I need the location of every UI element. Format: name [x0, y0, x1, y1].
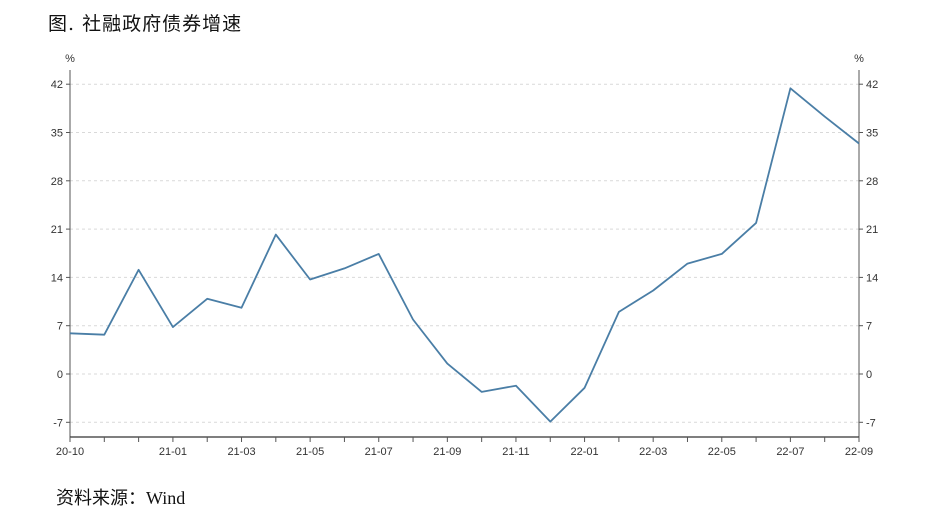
x-tick-label: 22-01	[570, 446, 598, 458]
series-group	[69, 87, 860, 423]
source-note: 资料来源：Wind	[56, 484, 185, 510]
y-tick-label-right: 35	[866, 128, 878, 140]
y-tick-label-right: -7	[866, 417, 876, 429]
x-axis-ticks: 20-10 21-01 21-03 21-05 21-07 21-09 21-11 22-01…	[56, 437, 873, 458]
axes	[69, 70, 860, 438]
y-tick-label-right: 28	[866, 176, 878, 188]
y-tick-label-right: 0	[866, 369, 872, 381]
x-tick-label: 22-05	[708, 446, 736, 458]
x-tick-label: 21-11	[502, 446, 529, 458]
y-tick-label-left: 7	[57, 321, 63, 333]
y-tick-label-right: 42	[866, 79, 878, 91]
x-tick-label: 21-05	[296, 446, 324, 458]
y-axis-right-ticks: -7 0 7 14 21 28 35 42	[859, 79, 878, 429]
source-value: Wind	[146, 488, 186, 508]
y-tick-label-left: 42	[51, 79, 63, 91]
grid-lines	[70, 83, 859, 423]
x-tick-label: 22-09	[845, 446, 873, 458]
y-tick-label-left: 35	[51, 128, 63, 140]
y-tick-label-left: 0	[57, 369, 63, 381]
chart-title: 图. 社融政府债券增速	[48, 13, 243, 35]
y-unit-right: %	[854, 53, 864, 65]
y-tick-label-left: -7	[53, 417, 63, 429]
y-tick-label-right: 21	[866, 224, 878, 236]
x-tick-label: 22-07	[776, 446, 804, 458]
x-tick-label: 21-03	[227, 446, 255, 458]
y-tick-label-right: 7	[866, 321, 872, 333]
y-unit-left: %	[65, 53, 75, 65]
x-tick-label: 21-01	[159, 446, 187, 458]
x-tick-label: 21-09	[433, 446, 461, 458]
series-line	[69, 87, 860, 423]
y-tick-label-left: 21	[51, 224, 63, 236]
x-tick-label: 21-07	[365, 446, 393, 458]
x-tick-label: 22-03	[639, 446, 667, 458]
y-tick-label-right: 14	[866, 272, 878, 284]
source-label: 资料来源：	[56, 488, 146, 509]
y-axis-left-ticks: -7 0 7 14 21 28 35 42	[51, 79, 70, 429]
y-tick-label-left: 14	[51, 272, 63, 284]
x-tick-label: 20-10	[56, 446, 84, 458]
y-tick-label-left: 28	[51, 176, 63, 188]
